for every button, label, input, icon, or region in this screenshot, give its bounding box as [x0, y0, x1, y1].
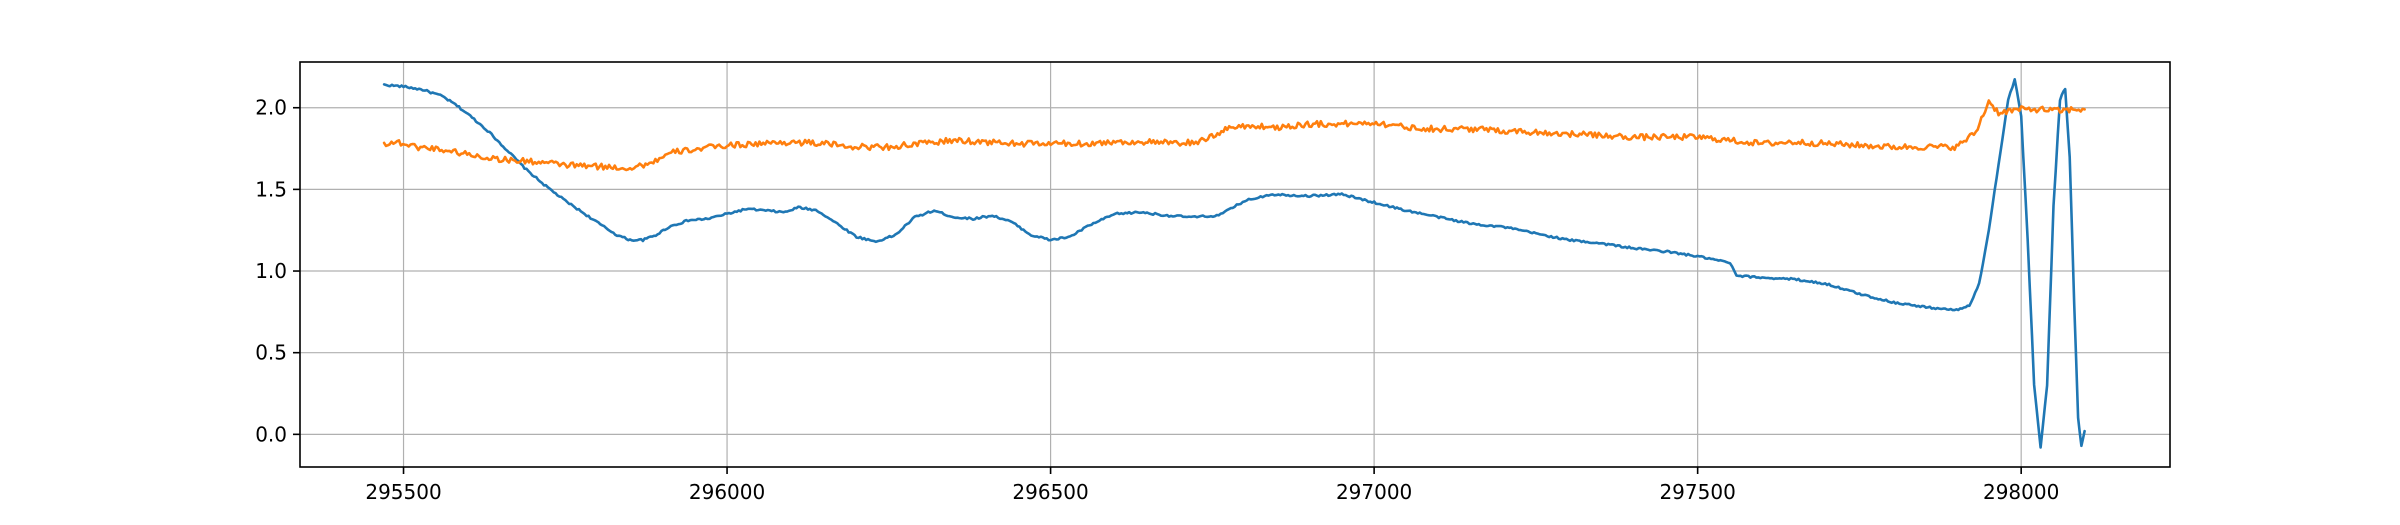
- x-tick-label: 298000: [1983, 480, 2059, 504]
- y-tick-label: 1.5: [255, 177, 287, 201]
- x-tick-label: 295500: [365, 480, 441, 504]
- series-layer: [382, 78, 2086, 449]
- tick-layer: 295500 296000 296500 297000 297500 298000 0.0 0…: [255, 96, 2059, 504]
- series-line-2: [382, 99, 2086, 172]
- y-tick-label: 0.0: [255, 422, 287, 446]
- series-line-1: [382, 78, 2086, 449]
- x-tick-label: 297000: [1336, 480, 1412, 504]
- y-tick-label: 2.0: [255, 96, 287, 120]
- x-tick-label: 297500: [1659, 480, 1735, 504]
- y-tick-label: 0.5: [255, 341, 287, 365]
- x-tick-label: 296500: [1012, 480, 1088, 504]
- grid-layer: [300, 62, 2170, 467]
- plot-frame: [299, 61, 2171, 468]
- x-tick-label: 296000: [689, 480, 765, 504]
- y-tick-label: 1.0: [255, 259, 287, 283]
